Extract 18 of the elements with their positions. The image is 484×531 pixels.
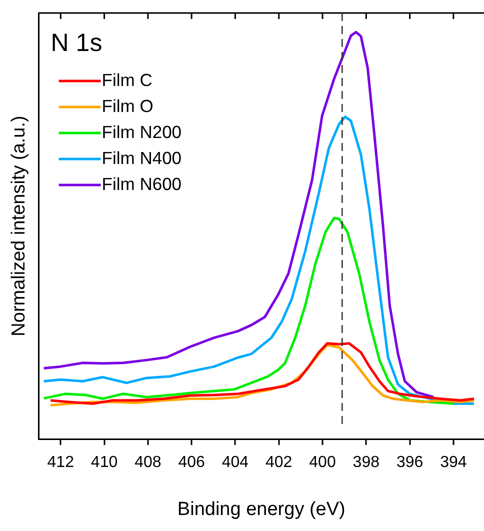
legend-label: Film N600: [102, 174, 182, 194]
x-axis-title: Binding energy (eV): [177, 498, 346, 520]
x-tick-label: 394: [440, 454, 467, 472]
x-tick-label: 412: [47, 454, 74, 472]
x-tick-label: 396: [396, 454, 424, 472]
x-tick-label: 406: [178, 454, 206, 472]
x-tick-label: 402: [266, 454, 292, 472]
legend-label: Film N400: [102, 148, 182, 168]
x-tick-label: 404: [222, 454, 249, 472]
legend-label: Film O: [102, 96, 154, 116]
x-tick-label: 408: [134, 454, 162, 472]
legend-label: Film C: [102, 70, 152, 90]
y-axis-title: Normalized intensity (a.u.): [8, 116, 30, 336]
chart-title: N 1s: [50, 29, 102, 57]
x-tick-label: 400: [309, 454, 336, 472]
x-tick-label: 410: [90, 454, 118, 472]
legend-label: Film N200: [102, 122, 182, 142]
x-tick-label: 398: [352, 454, 380, 472]
